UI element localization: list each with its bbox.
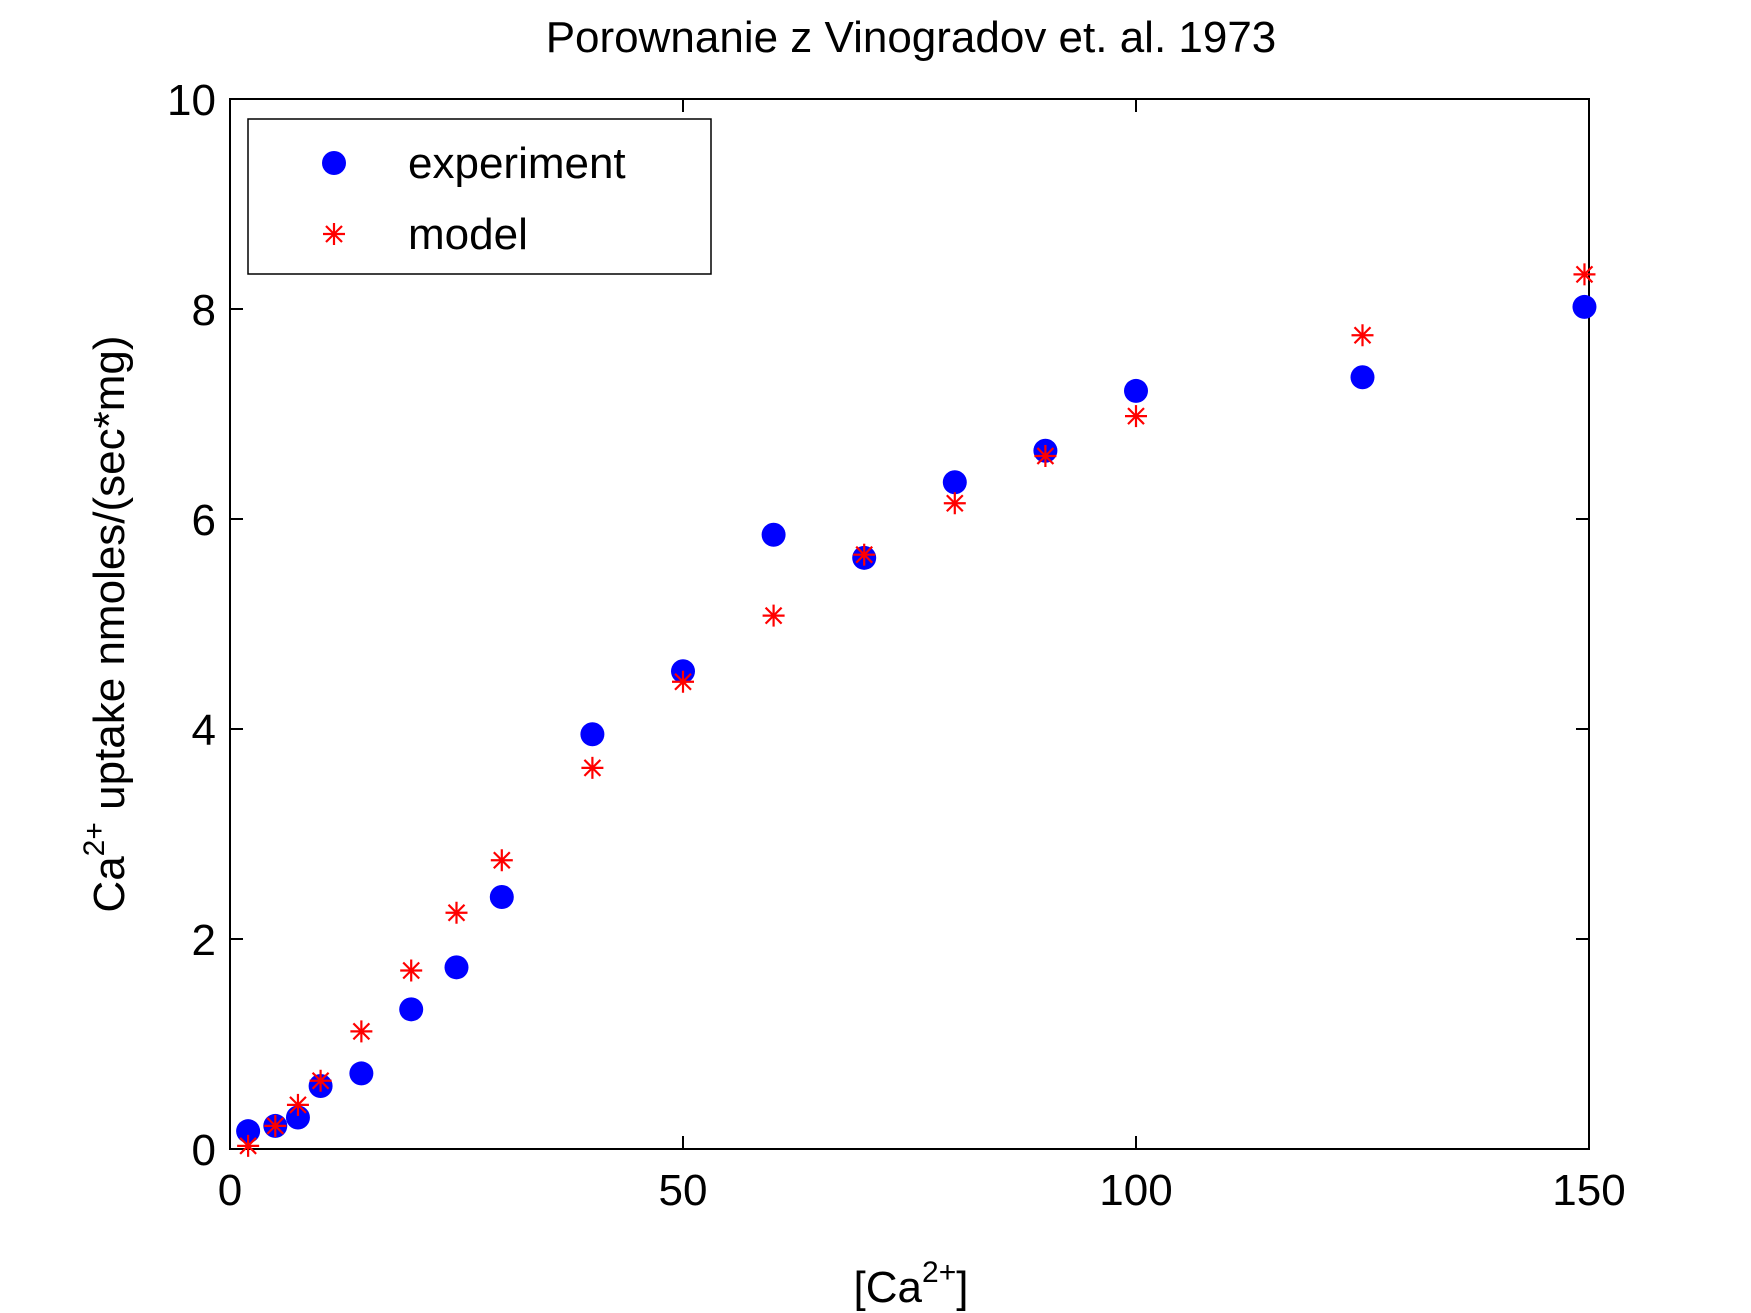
- experiment-point: [489, 885, 514, 909]
- x-tick-label: 150: [1552, 1166, 1625, 1215]
- y-axis-label: Ca2+ uptake nmoles/(sec*mg): [78, 335, 134, 912]
- y-tick-label: 6: [192, 496, 216, 545]
- plot-area: [229, 98, 1590, 1150]
- x-axis-label-prefix: [Ca: [854, 1263, 923, 1312]
- legend-model-marker: [323, 223, 345, 245]
- x-axis-label: [Ca2+]: [854, 1256, 969, 1312]
- experiment-point: [444, 955, 469, 980]
- model-point: [286, 1093, 309, 1116]
- model-point: [1125, 405, 1147, 428]
- data-markers: [236, 263, 1597, 1157]
- experiment-point: [1572, 294, 1597, 319]
- legend-model-label: model: [408, 210, 528, 259]
- model-point: [400, 959, 423, 982]
- x-tick-label: 50: [659, 1166, 708, 1215]
- experiment-point: [399, 997, 424, 1022]
- y-tick-label: 4: [192, 706, 216, 755]
- y-axis-label-prefix: Ca: [85, 856, 134, 913]
- legend-experiment-label: experiment: [408, 139, 626, 188]
- model-point: [1034, 445, 1057, 467]
- y-axis-label-sup: 2+: [78, 822, 111, 856]
- model-point: [490, 849, 513, 872]
- x-axis-label-sup: 2+: [922, 1256, 956, 1289]
- model-point: [762, 604, 785, 627]
- x-axis-label-suffix: ]: [956, 1263, 968, 1312]
- model-point: [853, 543, 876, 566]
- model-point: [672, 670, 694, 693]
- model-point: [264, 1114, 287, 1137]
- axis-ticks: 0 50 100 150 0 2 4 6 8 10: [167, 76, 1626, 1215]
- y-axis-label-suffix: uptake nmoles/(sec*mg): [85, 335, 134, 822]
- legend-experiment-marker: [322, 151, 346, 175]
- x-tick-label: 100: [1099, 1166, 1172, 1215]
- experiment-point: [761, 522, 786, 547]
- model-point: [1573, 263, 1596, 286]
- chart-title: Porownanie z Vinogradov et. al. 1973: [546, 13, 1277, 62]
- y-tick-label: 10: [167, 76, 216, 125]
- experiment-point: [580, 722, 605, 747]
- model-point: [445, 901, 468, 924]
- model-point: [1351, 324, 1374, 347]
- model-point: [943, 492, 966, 515]
- experiment-point: [1124, 378, 1148, 403]
- y-tick-label: 8: [192, 286, 216, 335]
- y-tick-label: 0: [192, 1126, 216, 1175]
- experiment-point: [942, 470, 967, 495]
- experiment-point: [1350, 365, 1375, 390]
- experiment-point: [236, 1119, 261, 1144]
- legend-box: [247, 118, 712, 275]
- y-tick-label: 2: [192, 916, 216, 965]
- experiment-point: [349, 1061, 374, 1086]
- model-point: [581, 756, 604, 779]
- legend: experiment model: [247, 118, 712, 275]
- x-tick-label: 0: [218, 1166, 242, 1215]
- model-point: [350, 1020, 373, 1043]
- model-point: [237, 1134, 260, 1157]
- model-point: [309, 1069, 332, 1092]
